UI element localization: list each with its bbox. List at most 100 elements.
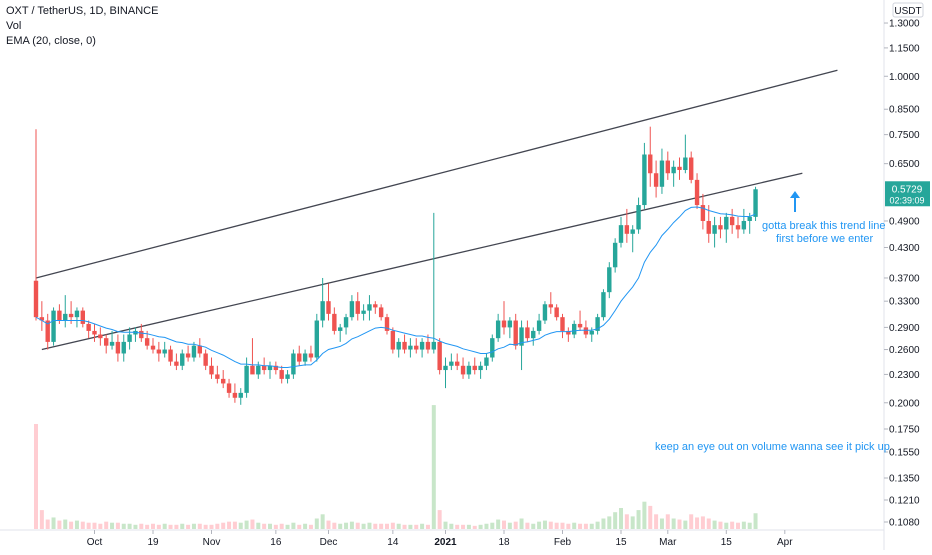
volume-bar xyxy=(51,517,56,529)
candle-body xyxy=(226,383,232,393)
volume-bar xyxy=(326,520,331,529)
price-tick-label: 0.2900 xyxy=(889,323,920,334)
volume-bar xyxy=(355,522,360,529)
volume-note[interactable]: keep an eye out on volume wanna see it p… xyxy=(655,441,890,453)
volume-bar xyxy=(69,521,74,529)
candle-body xyxy=(109,341,115,346)
volume-bar xyxy=(45,519,50,529)
volume-bar xyxy=(736,522,740,529)
volume-bar xyxy=(601,518,606,529)
candle-body xyxy=(501,320,507,328)
volume-bar xyxy=(314,518,319,529)
candle-body xyxy=(402,341,407,350)
time-tick-label: 18 xyxy=(498,537,510,548)
time-tick-label: Nov xyxy=(203,537,221,548)
volume-bar xyxy=(472,525,477,529)
trend-note-line-1[interactable]: gotta break this trend line xyxy=(762,220,886,232)
chart-legend[interactable]: OXT / TetherUS, 1D, BINANCE Vol EMA (20,… xyxy=(6,4,158,49)
time-tick-label: Feb xyxy=(554,537,572,548)
trend-note-line-2[interactable]: first before we enter xyxy=(776,233,874,245)
volume-bar xyxy=(151,523,155,529)
candle-body xyxy=(98,334,103,339)
volume-bar xyxy=(221,522,226,529)
candle-body xyxy=(741,220,747,230)
trendline-lower xyxy=(41,172,803,351)
volume-bar xyxy=(420,523,425,529)
candle-body xyxy=(104,338,109,346)
volume-bar xyxy=(104,521,109,529)
volume-bar xyxy=(279,523,284,529)
volume-legend[interactable]: Vol xyxy=(6,20,22,32)
candle-body xyxy=(513,320,518,346)
price-tick-label: 1.3000 xyxy=(889,19,920,30)
volume-bar xyxy=(431,405,436,529)
candle-body xyxy=(367,304,372,311)
candle-body xyxy=(607,267,612,293)
candle-body xyxy=(191,345,197,358)
volume-bar xyxy=(654,514,659,529)
volume-bar xyxy=(519,518,524,529)
candle-body xyxy=(507,320,513,328)
volume-bar xyxy=(402,524,407,529)
currency-label: USDT xyxy=(894,6,921,17)
axes: 1.3000 1.1500 1.0000 0.8500 0.7500 0.6500 0.49… xyxy=(0,0,920,550)
candle-body xyxy=(595,317,600,331)
candle-body xyxy=(712,225,717,234)
volume-bar xyxy=(566,523,571,529)
volume-bar xyxy=(250,519,255,529)
price-tick-label: 0.4900 xyxy=(889,216,920,227)
volume-bar xyxy=(659,518,664,529)
candle-body xyxy=(174,361,179,366)
candle-body xyxy=(355,301,360,314)
candle-body xyxy=(671,166,676,174)
candle-body xyxy=(460,365,466,375)
candle-body xyxy=(51,310,56,342)
candle-body xyxy=(525,327,530,339)
price-tick-label: 0.7500 xyxy=(889,130,920,141)
ema-legend[interactable]: EMA (20, close, 0) xyxy=(6,35,96,47)
candle-body xyxy=(683,157,688,170)
volume-bar xyxy=(689,514,694,529)
candle-body xyxy=(308,353,314,358)
volume-bar xyxy=(139,523,144,529)
volume-bars xyxy=(34,405,758,529)
volume-bar xyxy=(542,520,547,529)
candle-body xyxy=(618,225,624,243)
candle-body xyxy=(156,349,162,354)
volume-bar xyxy=(408,524,413,529)
candle-body xyxy=(747,216,752,221)
candle-body xyxy=(180,353,185,366)
candle-body xyxy=(677,166,682,170)
up-arrow-annotation[interactable] xyxy=(790,191,800,212)
volume-bar xyxy=(513,521,518,529)
volume-bar xyxy=(437,510,442,529)
candle-body xyxy=(250,365,255,375)
volume-bar xyxy=(180,523,185,529)
candle-body xyxy=(396,341,401,350)
time-tick-label: Apr xyxy=(777,537,793,548)
volume-bar xyxy=(338,523,343,529)
volume-bar xyxy=(425,524,430,529)
symbol-title[interactable]: OXT / TetherUS, 1D, BINANCE xyxy=(6,5,159,17)
candle-body xyxy=(630,229,635,234)
candle-body xyxy=(577,323,583,328)
candle-body xyxy=(566,330,571,335)
candle-body xyxy=(343,317,349,328)
volume-bar xyxy=(379,523,384,529)
volume-bar xyxy=(496,519,501,529)
currency-badge[interactable]: USDT xyxy=(892,2,924,18)
volume-bar xyxy=(227,521,232,529)
trendlines[interactable] xyxy=(35,69,838,351)
volume-bar xyxy=(203,524,208,529)
candle-body xyxy=(338,327,343,331)
candle-body xyxy=(408,345,413,350)
volume-bar xyxy=(560,522,565,529)
candle-body xyxy=(197,345,202,354)
volume-bar xyxy=(262,523,267,529)
candle-body xyxy=(542,304,548,321)
volume-bar xyxy=(57,520,62,529)
volume-bar xyxy=(548,521,553,529)
volume-bar xyxy=(747,522,752,529)
